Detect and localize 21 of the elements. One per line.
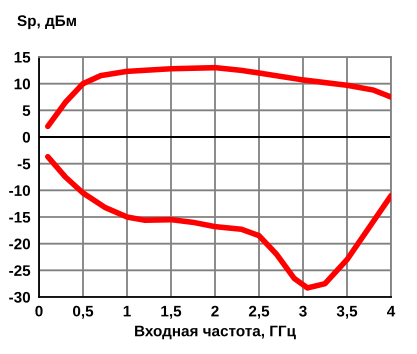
x-tick-label: 0,5 — [72, 306, 94, 319]
x-tick-label: 2,5 — [248, 306, 270, 319]
y-tick-label: 10 — [14, 78, 30, 90]
x-tick-label: 1,5 — [161, 306, 182, 319]
y-tick-label: -10 — [9, 185, 30, 196]
x-tick-label: 2 — [211, 306, 219, 316]
y-tick-label: 5 — [22, 105, 30, 116]
y-tick-label: -20 — [9, 238, 30, 250]
x-tick-label: 3,5 — [336, 306, 358, 319]
x-tick-label: 1 — [124, 306, 131, 316]
y-tick-label: 15 — [14, 52, 30, 63]
x-tick-label: 0 — [35, 306, 43, 317]
x-axis-title: Входная частота, ГГц — [135, 326, 296, 340]
y-tick-label: 0 — [22, 132, 30, 143]
y-tick-label: -5 — [18, 158, 30, 170]
y-tick-label: -15 — [9, 212, 30, 223]
y-axis-title: Sp, дБм — [17, 15, 76, 30]
x-tick-label: 3 — [299, 306, 307, 317]
y-tick-label: -25 — [9, 265, 30, 276]
x-tick-label: 4 — [386, 306, 396, 316]
y-tick-label: -30 — [9, 292, 30, 303]
